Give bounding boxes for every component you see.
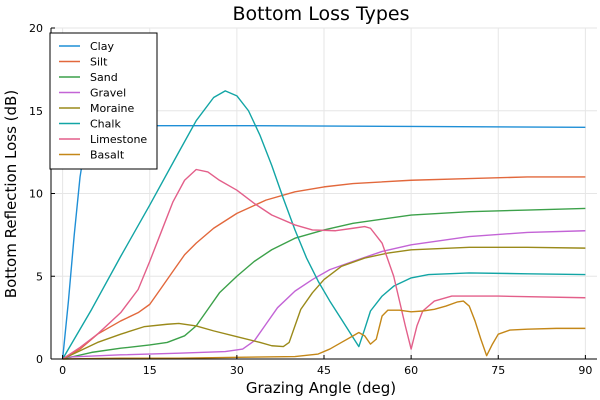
legend-box (49, 32, 158, 170)
legend-label: Silt (90, 56, 108, 69)
y-axis-title: Bottom Reflection Loss (dB) (2, 90, 20, 298)
x-tick-label: 0 (59, 364, 66, 377)
y-tick-label: 10 (29, 188, 43, 201)
series-lines (61, 90, 586, 360)
y-tick-label: 0 (36, 353, 43, 366)
y-tick-label: 15 (29, 105, 43, 118)
series-line-limestone (62, 168, 586, 360)
series-line-basalt (62, 300, 586, 360)
legend-label: Basalt (90, 149, 125, 162)
series-line-moraine (62, 246, 586, 360)
y-tick-label: 20 (29, 22, 43, 35)
x-tick-label: 45 (317, 364, 331, 377)
legend-label: Limestone (90, 133, 147, 146)
x-tick-label: 60 (404, 364, 418, 377)
x-tick-label: 30 (230, 364, 244, 377)
x-tick-label: 90 (578, 364, 592, 377)
chart-title: Bottom Loss Types (233, 3, 410, 25)
tick-labels: 0 15 30 45 60 75 90 0 5 10 15 20 (29, 22, 592, 377)
legend-label: Sand (90, 71, 118, 84)
y-tick-label: 5 (36, 270, 43, 283)
x-tick-label: 15 (143, 364, 157, 377)
legend-label: Moraine (90, 102, 135, 115)
series-line-chalk (62, 90, 586, 360)
legend-label: Gravel (90, 87, 126, 100)
series-line-sand (62, 207, 586, 360)
legend-label: Clay (90, 40, 114, 53)
x-tick-label: 75 (491, 364, 505, 377)
legend-label: Chalk (90, 118, 121, 131)
series-line-gravel (62, 230, 586, 359)
x-axis-title: Grazing Angle (deg) (246, 379, 396, 397)
series-line-silt (62, 176, 586, 360)
legend: Clay Silt Sand Gravel Moraine Chalk Limestone B… (49, 32, 158, 170)
